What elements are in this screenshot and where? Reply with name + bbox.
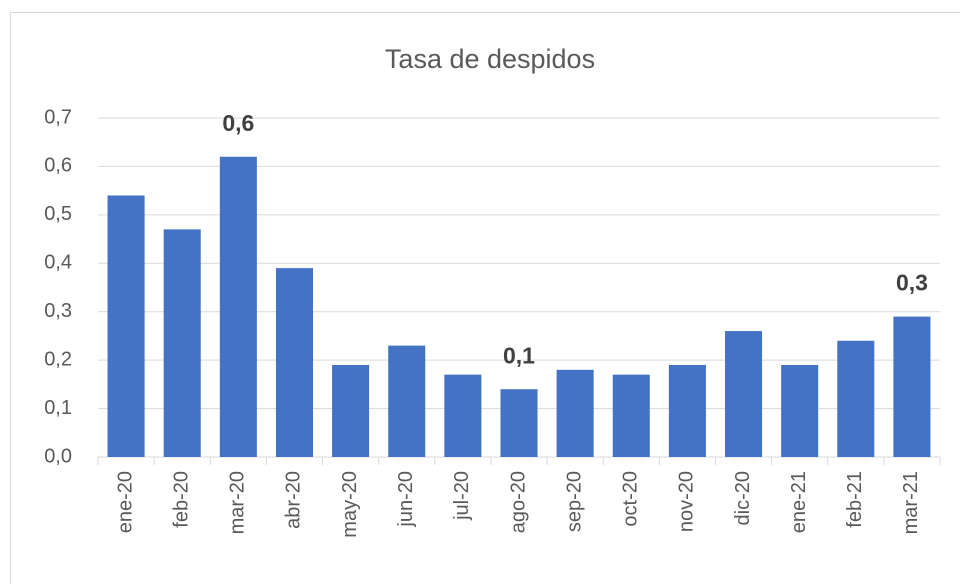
chart-title: Tasa de despidos	[385, 44, 595, 74]
bar	[163, 229, 201, 457]
x-tick-label: nov-20	[676, 471, 698, 532]
bar	[725, 331, 763, 457]
x-tick-label: sep-20	[563, 471, 585, 532]
bar	[219, 156, 257, 457]
bar	[893, 316, 931, 457]
bar	[275, 268, 313, 457]
bar	[388, 345, 426, 457]
bar	[612, 374, 650, 457]
x-tick-label: may-20	[339, 471, 361, 538]
y-tick-label: 0,1	[44, 397, 72, 419]
x-tick-label: jun-20	[395, 471, 417, 528]
bar	[837, 340, 875, 457]
x-tick-label: ago-20	[507, 471, 529, 533]
x-tick-label: dic-20	[732, 471, 754, 525]
bar	[332, 364, 370, 457]
bar	[500, 389, 538, 457]
bar	[781, 364, 819, 457]
x-tick-label: jul-20	[451, 471, 473, 521]
bar	[556, 369, 594, 457]
data-label: 0,1	[503, 342, 535, 368]
y-tick-label: 0,2	[44, 348, 72, 370]
data-label: 0,3	[896, 270, 928, 296]
x-tick-label: mar-21	[900, 471, 922, 534]
y-tick-label: 0,3	[44, 300, 72, 322]
y-tick-label: 0,5	[44, 203, 72, 225]
bar	[668, 364, 706, 457]
x-tick-label: oct-20	[620, 471, 642, 527]
y-tick-label: 0,6	[44, 155, 72, 177]
y-tick-label: 0,0	[44, 445, 72, 467]
x-tick-label: ene-21	[788, 471, 810, 533]
y-tick-label: 0,7	[44, 106, 72, 128]
bar	[444, 374, 482, 457]
y-tick-label: 0,4	[44, 252, 72, 274]
x-tick-label: ene-20	[114, 471, 136, 533]
bar	[107, 195, 145, 457]
data-label: 0,6	[222, 110, 254, 136]
x-tick-label: mar-20	[227, 471, 249, 534]
x-tick-label: feb-21	[844, 471, 866, 528]
x-tick-label: abr-20	[283, 471, 305, 529]
chart-border	[10, 12, 960, 584]
x-tick-label: feb-20	[170, 471, 192, 528]
